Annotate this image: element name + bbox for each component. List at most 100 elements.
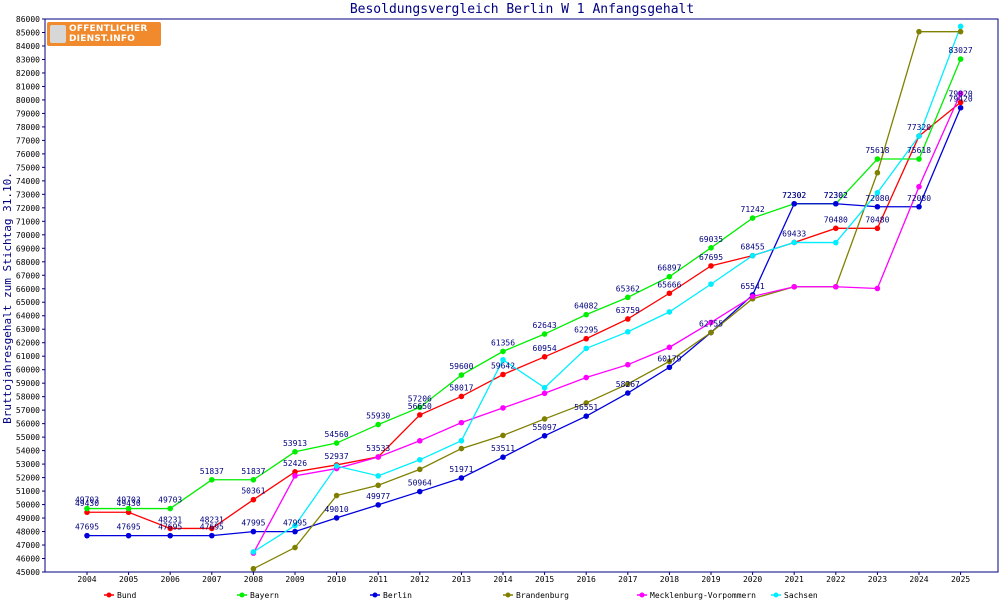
data-point-sachsen [957,23,964,30]
data-label-berlin: 47695 [158,523,182,532]
y-tick-label: 46000 [16,555,40,564]
data-label-berlin: 49010 [325,505,349,514]
y-tick-label: 78000 [16,123,40,132]
data-label-bayern: 53913 [283,439,307,448]
y-tick-label: 83000 [16,55,40,64]
data-point-brandenburg [458,445,465,452]
y-tick-label: 52000 [16,474,40,483]
data-label-berlin: 47695 [117,523,141,532]
y-tick-label: 56000 [16,420,40,429]
data-point-berlin [874,203,881,210]
data-point-berlin [417,488,423,495]
data-point-bund [957,99,964,106]
data-point-brandenburg [375,482,382,489]
data-label-bayern: 72302 [824,191,848,200]
data-point-berlin [625,390,631,396]
data-label-bund: 49430 [75,499,99,508]
data-label-bayern: 62643 [533,321,557,330]
x-tick-label: 2008 [244,575,263,584]
data-point-bayern [458,372,465,378]
data-point-sachsen [458,437,465,444]
data-label-bund: 56650 [408,402,432,411]
data-point-brandenburg [417,466,423,473]
data-point-sachsen [333,463,340,469]
data-point-bayern [292,448,298,455]
data-label-berlin: 58267 [616,380,640,389]
data-point-bund [541,354,548,360]
data-label-bayern: 51837 [241,467,265,476]
data-label-bund: 69433 [782,229,806,238]
data-label-berlin: 72302 [782,191,806,200]
legend-label-mecklenburg-vorpommern: Mecklenburg-Vorpommern [650,591,756,600]
data-point-sachsen [749,252,756,259]
data-label-bund: 70480 [824,215,848,224]
data-point-brandenburg [957,28,964,35]
data-label-bund: 52937 [325,452,349,461]
data-point-berlin [209,532,215,539]
data-label-bayern: 49703 [75,496,99,505]
data-label-berlin: 47995 [241,519,265,528]
data-point-sachsen [375,473,382,479]
data-label-bayern: 72302 [782,191,806,200]
data-point-sachsen [583,345,589,352]
x-tick-label: 2018 [660,575,679,584]
data-label-bayern: 83027 [949,46,973,55]
data-point-brandenburg [916,28,922,35]
data-point-bayern [333,440,340,446]
data-label-bayern: 49703 [117,496,141,505]
y-tick-label: 75000 [16,163,40,172]
x-tick-label: 2017 [618,575,637,584]
x-tick-label: 2022 [826,575,845,584]
data-label-bund: 79820 [949,89,973,98]
data-label-bund: 58017 [449,383,473,392]
data-point-brandenburg [625,381,631,387]
legend-marker-sachsen [773,592,779,598]
data-label-bund: 77320 [907,123,931,132]
x-tick-label: 2011 [369,575,388,584]
y-tick-label: 62000 [16,339,40,348]
y-tick-label: 57000 [16,406,40,415]
data-label-bayern: 55930 [366,412,390,421]
data-label-bayern: 65362 [616,284,640,293]
data-point-sachsen [625,328,631,335]
series-lines [87,26,962,570]
data-point-brandenburg [583,400,589,406]
data-label-berlin: 47995 [283,519,307,528]
data-point-bund [458,393,465,400]
x-tick-label: 2021 [785,575,804,584]
data-point-berlin [167,532,173,539]
series-line-sachsen [253,26,962,553]
data-point-berlin [333,515,340,521]
data-point-sachsen [292,522,298,529]
data-point-mecklenburg-vorpommern [749,293,756,300]
data-label-bund: 68455 [741,243,765,252]
legend: Bund Bayern Berlin Brandenburg Mecklenburg-V… [104,591,818,600]
data-point-berlin [250,528,257,535]
data-point-bund [292,469,298,475]
data-point-bayern [125,505,132,512]
data-markers [84,23,964,572]
data-point-brandenburg [292,544,298,551]
y-tick-label: 63000 [16,325,40,334]
data-point-mecklenburg-vorpommern [292,473,298,479]
data-point-bayern [250,476,257,483]
data-point-sachsen [250,549,257,555]
data-point-mecklenburg-vorpommern [541,390,548,397]
data-label-bund: 70480 [865,215,889,224]
data-point-sachsen [417,456,423,463]
data-point-mecklenburg-vorpommern [666,344,673,351]
data-point-mecklenburg-vorpommern [417,437,423,444]
data-label-bund: 63759 [616,306,640,315]
data-label-bund: 65666 [657,280,681,289]
y-tick-label: 85000 [16,28,40,37]
logo: OFFENTLICHER DIENST.INFO [47,22,161,46]
axes: 45000 46000 47000 48000 49000 50000 51000 52000… [16,15,971,584]
data-point-mecklenburg-vorpommern [833,283,839,290]
y-axis-label: Bruttojahresgehalt zum Stichtag 31.10. [1,172,14,424]
legend-marker-bund [106,592,112,598]
y-tick-label: 69000 [16,244,40,253]
x-tick-label: 2015 [535,575,554,584]
data-point-berlin [125,532,132,539]
data-point-sachsen [541,384,548,391]
series-line-brandenburg [253,31,961,570]
